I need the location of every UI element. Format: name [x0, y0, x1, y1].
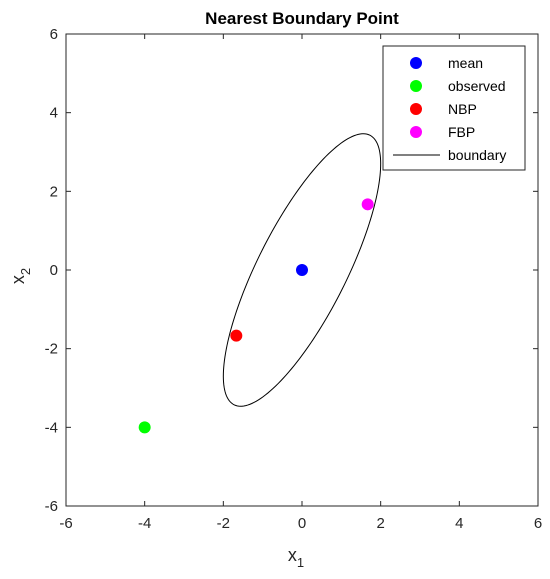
- y-ticks: -6 -4 -2 0 2 4 6: [45, 26, 538, 515]
- boundary-layer: [222, 133, 382, 407]
- legend-marker-nbp: [410, 103, 422, 115]
- point-fbp: [361, 198, 374, 211]
- point-nbp: [230, 329, 243, 342]
- y-tick-label: 4: [50, 105, 58, 122]
- point-mean: [296, 264, 308, 276]
- y-axis-label-sub: 2: [18, 268, 33, 275]
- x-axis-label: x1: [288, 545, 304, 570]
- x-tick-label: 6: [534, 515, 542, 532]
- y-axis-label-main: x: [8, 275, 28, 284]
- y-tick-label: -2: [45, 341, 58, 358]
- legend-marker-fbp: [410, 126, 422, 138]
- x-tick-label: -6: [59, 515, 72, 532]
- legend-label-boundary: boundary: [448, 147, 506, 163]
- x-tick-label: -2: [217, 515, 230, 532]
- legend: mean observed NBP FBP boundary: [382, 45, 526, 171]
- legend-marker-observed: [410, 80, 422, 92]
- x-ticks: -6 -4 -2 0 2 4 6: [59, 34, 542, 532]
- x-tick-label: 0: [298, 515, 306, 532]
- legend-label-nbp: NBP: [448, 101, 477, 117]
- point-observed: [138, 421, 151, 434]
- legend-marker-mean: [410, 57, 422, 69]
- legend-label-fbp: FBP: [448, 124, 475, 140]
- y-axis-label: x2: [8, 268, 33, 284]
- chart-title: Nearest Boundary Point: [205, 9, 399, 28]
- y-tick-label: 2: [50, 183, 58, 200]
- x-axis-label-main: x: [288, 545, 297, 565]
- x-tick-label: 4: [455, 515, 463, 532]
- legend-box: [382, 45, 526, 171]
- y-tick-label: 6: [50, 26, 58, 43]
- x-tick-label: -4: [138, 515, 151, 532]
- y-tick-label: -4: [45, 419, 58, 436]
- points-layer: [138, 198, 374, 434]
- legend-label-mean: mean: [448, 55, 483, 71]
- y-tick-label: 0: [50, 262, 58, 279]
- y-tick-label: -6: [45, 498, 58, 515]
- boundary-ellipse: [222, 133, 382, 407]
- legend-label-observed: observed: [448, 78, 506, 94]
- x-tick-label: 2: [376, 515, 384, 532]
- x-axis-label-sub: 1: [297, 555, 304, 570]
